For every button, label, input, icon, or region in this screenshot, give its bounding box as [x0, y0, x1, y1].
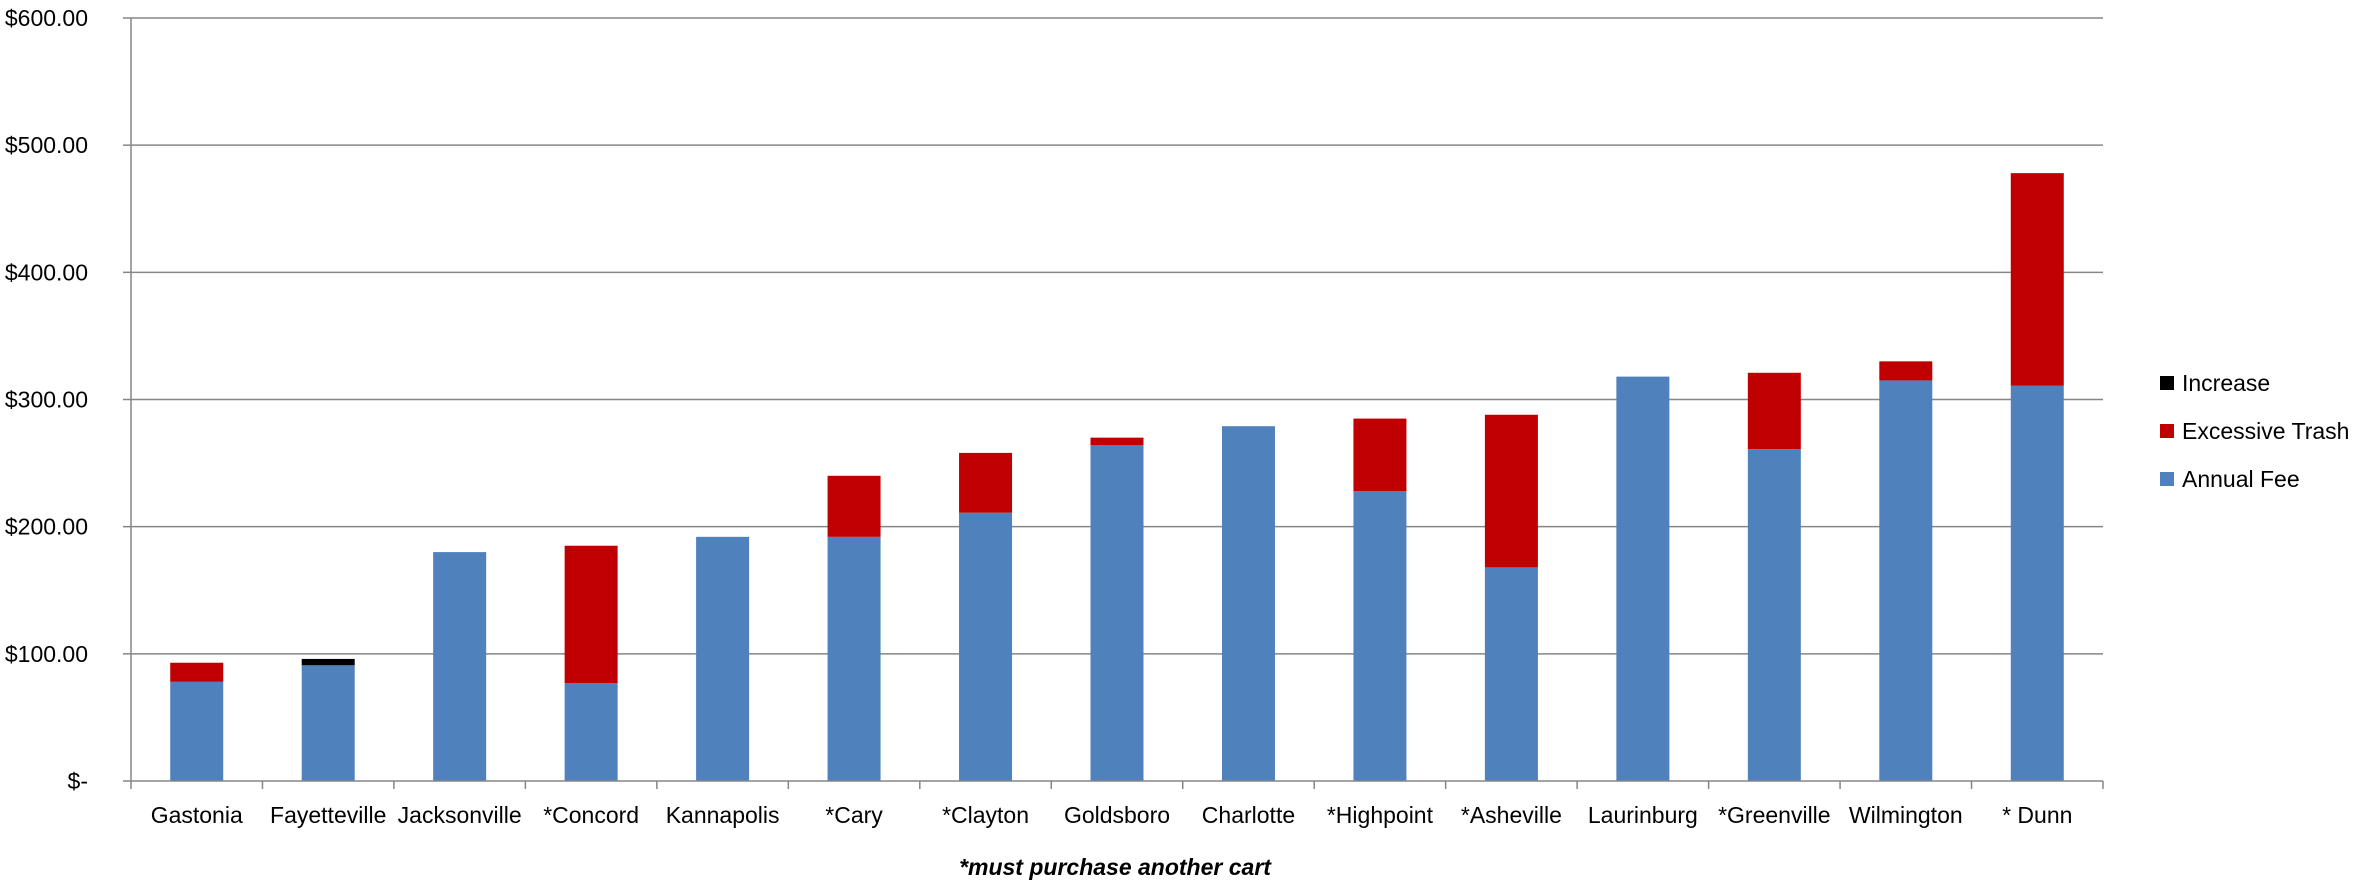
bar-excessive-trash — [959, 452, 1013, 513]
x-tick-label: *Cary — [825, 802, 883, 828]
x-tick-label: Jacksonville — [398, 802, 522, 828]
bar-annual-fee — [433, 552, 487, 781]
x-tick-label: *Clayton — [942, 802, 1029, 828]
bar-excessive-trash — [1090, 437, 1144, 446]
x-tick-label: * Dunn — [2002, 802, 2072, 828]
y-tick-label: $400.00 — [5, 259, 88, 285]
bar-annual-fee — [696, 536, 750, 781]
bar-annual-fee — [1484, 567, 1538, 781]
bar-annual-fee — [1747, 449, 1801, 781]
y-tick-label: $300.00 — [5, 387, 88, 413]
x-tick-label: Charlotte — [1202, 802, 1295, 828]
bar-excessive-trash — [827, 475, 881, 537]
y-tick-label: $100.00 — [5, 641, 88, 667]
bar-annual-fee — [1090, 445, 1144, 781]
legend: Increase Excessive Trash Annual Fee — [2160, 370, 2349, 492]
bar-excessive-trash — [170, 662, 224, 682]
bar-excessive-trash — [564, 545, 618, 684]
bar-annual-fee — [2010, 385, 2064, 781]
bar-annual-fee — [959, 512, 1013, 781]
bar-annual-fee — [1221, 426, 1275, 781]
bar-excessive-trash — [1879, 361, 1933, 381]
bar-annual-fee — [1879, 380, 1933, 781]
bar-annual-fee — [1616, 376, 1670, 781]
x-tick-label: Fayetteville — [270, 802, 386, 828]
chart-footnote: *must purchase another cart — [959, 854, 1272, 880]
axes: $- $100.00 $200.00 $300.00 $400.00 $500.00 $60… — [5, 5, 2104, 828]
x-tick-label: Laurinburg — [1588, 802, 1698, 828]
x-tick-label: *Greenville — [1718, 802, 1831, 828]
x-tick-label: Goldsboro — [1064, 802, 1170, 828]
legend-label-excessive-trash: Excessive Trash — [2182, 418, 2349, 444]
legend-swatch-excessive-trash — [2160, 424, 2174, 438]
x-tick-label: Wilmington — [1849, 802, 1963, 828]
y-tick-label: $200.00 — [5, 514, 88, 540]
x-tick-label: *Highpoint — [1327, 802, 1434, 828]
bar-annual-fee — [301, 665, 355, 781]
legend-swatch-increase — [2160, 376, 2174, 390]
bar-annual-fee — [170, 681, 224, 781]
y-tick-label: $- — [68, 768, 88, 794]
x-tick-label: *Asheville — [1461, 802, 1562, 828]
bar-annual-fee — [827, 536, 881, 781]
bars — [170, 173, 2064, 781]
legend-label-increase: Increase — [2182, 370, 2270, 396]
x-tick-label: Kannapolis — [666, 802, 780, 828]
bar-excessive-trash — [1353, 418, 1407, 492]
y-tick-label: $600.00 — [5, 5, 88, 31]
y-tick-label: $500.00 — [5, 132, 88, 158]
bar-increase — [301, 658, 355, 666]
legend-swatch-annual-fee — [2160, 472, 2174, 486]
bar-annual-fee — [1353, 491, 1407, 781]
x-tick-label: *Concord — [543, 802, 639, 828]
bar-annual-fee — [564, 683, 618, 781]
bar-excessive-trash — [2010, 173, 2064, 386]
bar-excessive-trash — [1747, 372, 1801, 450]
legend-label-annual-fee: Annual Fee — [2182, 466, 2300, 492]
x-tick-label: Gastonia — [151, 802, 243, 828]
bar-excessive-trash — [1484, 414, 1538, 568]
